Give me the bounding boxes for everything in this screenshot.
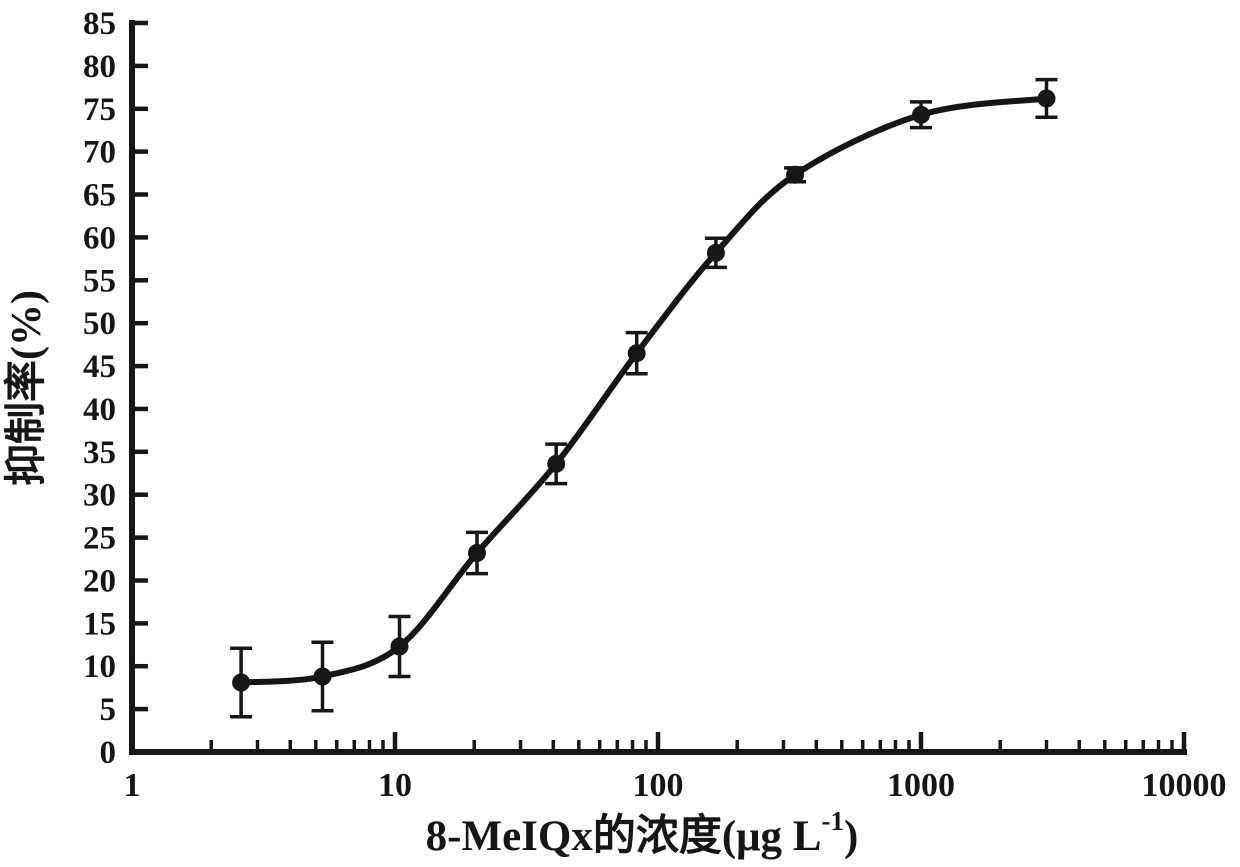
- data-point: [468, 544, 486, 562]
- y-tick-label: 25: [83, 521, 116, 557]
- y-tick-label: 35: [83, 435, 116, 471]
- axes-line: [129, 20, 1187, 755]
- data-point: [627, 344, 646, 363]
- y-tick-label: 65: [83, 178, 116, 214]
- y-tick-label: 40: [83, 392, 116, 428]
- data-point: [232, 673, 251, 692]
- data-point: [912, 105, 930, 124]
- x-axis-title-close: ): [844, 813, 858, 860]
- y-tick-label: 10: [83, 649, 116, 685]
- y-tick-label: 30: [83, 478, 116, 514]
- y-tick-label: 0: [100, 735, 117, 771]
- x-tick-label: 100: [633, 767, 684, 804]
- y-tick-label: 75: [83, 92, 116, 128]
- y-tick-label: 20: [83, 564, 116, 600]
- data-point: [313, 667, 332, 686]
- y-axis-title: 抑制率(%): [3, 290, 50, 486]
- y-tick-label: 55: [83, 263, 116, 299]
- data-point: [706, 243, 725, 262]
- y-tick-label: 50: [83, 306, 116, 342]
- y-tick-label: 70: [83, 135, 116, 171]
- x-tick-label: 1000: [887, 767, 955, 804]
- x-tick-label: 1: [124, 767, 141, 804]
- plot-area: 0 5 10 15 20 25 30 35 40 45 50 55 60 65 70 75 80 85 1 10 100…: [83, 6, 1227, 804]
- data-point: [1037, 89, 1056, 108]
- data-point: [390, 637, 409, 656]
- x-axis-title: 8-MeIQx的浓度(μg L-1): [426, 806, 859, 860]
- fit-curve: [238, 95, 1050, 686]
- x-tick-label: 10: [378, 767, 412, 804]
- x-tick-label: 10000: [1142, 767, 1227, 804]
- y-tick-label: 80: [83, 49, 116, 85]
- data-point: [547, 454, 566, 473]
- data-point: [786, 165, 805, 184]
- x-axis-title-main: 8-MeIQx的浓度(μg L: [426, 812, 822, 860]
- x-axis-title-superscript: -1: [821, 806, 844, 836]
- y-tick-label: 85: [83, 6, 116, 42]
- y-tick-label: 60: [83, 220, 116, 256]
- y-tick-label: 45: [83, 349, 116, 385]
- y-tick-label: 5: [100, 692, 117, 728]
- y-tick-label: 15: [83, 606, 116, 642]
